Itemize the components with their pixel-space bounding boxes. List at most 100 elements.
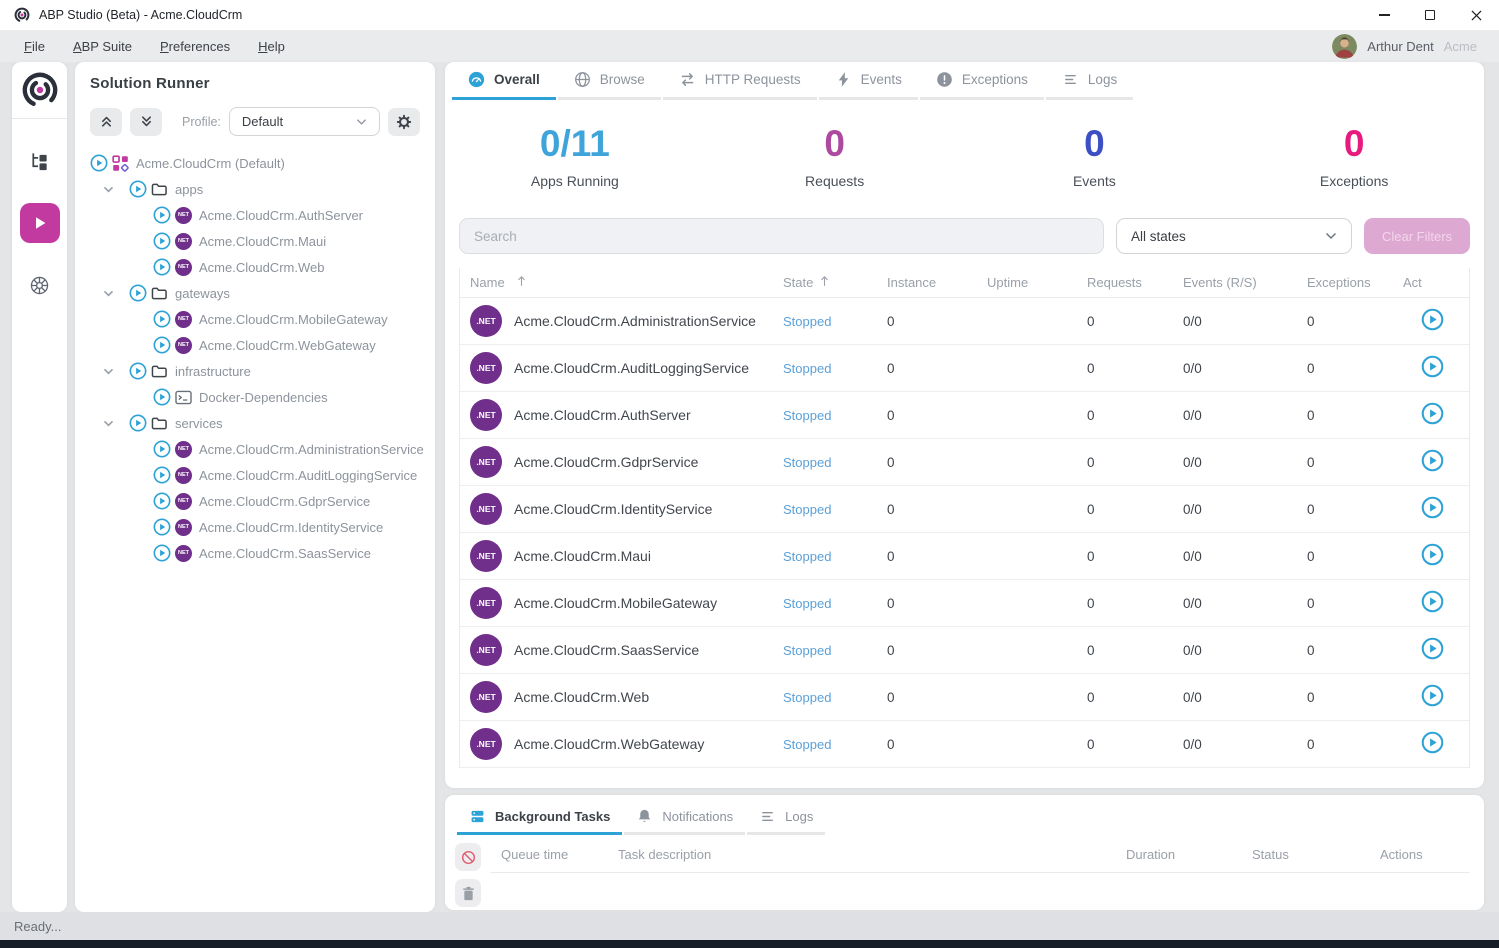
table-row[interactable]: .NET Acme.CloudCrm.SaasService Stopped 0 0 0/… bbox=[460, 627, 1469, 674]
table-row[interactable]: .NET Acme.CloudCrm.MobileGateway Stopped 0 0… bbox=[460, 580, 1469, 627]
column-header-name[interactable]: Name bbox=[460, 275, 773, 290]
state-link[interactable]: Stopped bbox=[783, 407, 832, 423]
play-circle-icon bbox=[153, 440, 171, 458]
avatar[interactable] bbox=[1332, 33, 1358, 59]
kubernetes-icon bbox=[30, 276, 49, 294]
tree-item-acme-cloudcrm-administrationservice[interactable]: NET Acme.CloudCrm.AdministrationService bbox=[90, 436, 424, 462]
column-header-exceptions[interactable]: Exceptions bbox=[1307, 275, 1371, 290]
start-app-button[interactable] bbox=[1421, 355, 1444, 378]
maximize-button[interactable] bbox=[1407, 0, 1453, 30]
table-row[interactable]: .NET Acme.CloudCrm.IdentityService Stopped… bbox=[460, 486, 1469, 533]
profile-select[interactable]: Default bbox=[228, 107, 380, 136]
start-app-button[interactable] bbox=[1421, 496, 1444, 519]
start-app-button[interactable] bbox=[1421, 449, 1444, 472]
tree-item-acme-cloudcrm-maui[interactable]: NET Acme.CloudCrm.Maui bbox=[90, 228, 420, 254]
table-row[interactable]: .NET Acme.CloudCrm.AdministrationService S… bbox=[460, 298, 1469, 345]
expand-all-button[interactable] bbox=[130, 107, 162, 136]
events-cell: 0/0 bbox=[1183, 736, 1202, 752]
dotnet-badge: .NET bbox=[470, 540, 502, 572]
state-link[interactable]: Stopped bbox=[783, 595, 832, 611]
state-link[interactable]: Stopped bbox=[783, 360, 832, 376]
state-link[interactable]: Stopped bbox=[783, 689, 832, 705]
menu-item-abp-suite[interactable]: ABP Suite bbox=[72, 38, 132, 54]
state-filter-select[interactable]: All states bbox=[1116, 218, 1352, 254]
tree-item-apps[interactable]: apps bbox=[90, 176, 420, 202]
status-text: Ready... bbox=[14, 918, 62, 934]
tree-item-docker-dependencies[interactable]: Docker-Dependencies bbox=[90, 384, 420, 410]
kubernetes-button[interactable] bbox=[20, 265, 60, 305]
state-link[interactable]: Stopped bbox=[783, 736, 832, 752]
tab-browse[interactable]: Browse bbox=[557, 62, 661, 100]
state-link[interactable]: Stopped bbox=[783, 313, 832, 329]
table-row[interactable]: .NET Acme.CloudCrm.AuditLoggingService Sto… bbox=[460, 345, 1469, 392]
start-app-button[interactable] bbox=[1421, 637, 1444, 660]
state-link[interactable]: Stopped bbox=[783, 548, 832, 564]
actions-cell bbox=[1393, 684, 1469, 710]
menu-item-help[interactable]: Help bbox=[258, 38, 285, 54]
start-app-button[interactable] bbox=[1421, 731, 1444, 754]
table-row[interactable]: .NET Acme.CloudCrm.GdprService Stopped 0 0 0/… bbox=[460, 439, 1469, 486]
solution-explorer-button[interactable] bbox=[20, 141, 60, 181]
dotnet-badge: NET bbox=[175, 466, 192, 484]
tree-item-services[interactable]: services bbox=[90, 410, 420, 436]
tab-logs[interactable]: Logs bbox=[1045, 62, 1134, 100]
stat-events: 0 Events bbox=[965, 114, 1225, 200]
start-app-button[interactable] bbox=[1421, 308, 1444, 331]
solution-runner-button[interactable] bbox=[19, 203, 60, 243]
search-input[interactable] bbox=[459, 218, 1104, 254]
tree-item-gateways[interactable]: gateways bbox=[90, 280, 420, 306]
menu-item-file[interactable]: File bbox=[24, 38, 45, 54]
tab-logs[interactable]: Logs bbox=[747, 801, 826, 835]
terminal-icon bbox=[171, 390, 192, 405]
cancel-tasks-button[interactable] bbox=[455, 843, 481, 871]
start-app-button[interactable] bbox=[1421, 402, 1444, 425]
close-button[interactable] bbox=[1453, 0, 1499, 30]
tab-exceptions[interactable]: Exceptions bbox=[919, 62, 1044, 100]
tab-events[interactable]: Events bbox=[818, 62, 918, 100]
abp-studio-logo[interactable] bbox=[20, 70, 60, 110]
column-header-uptime[interactable]: Uptime bbox=[987, 275, 1029, 290]
tree-item-acme-cloudcrm-authserver[interactable]: NET Acme.CloudCrm.AuthServer bbox=[90, 202, 420, 228]
service-name: Acme.CloudCrm.WebGateway bbox=[514, 736, 705, 752]
exceptions-cell: 0 bbox=[1307, 689, 1315, 705]
tree-item-acme-cloudcrm-webgateway[interactable]: NET Acme.CloudCrm.WebGateway bbox=[90, 332, 420, 358]
tab-http-requests[interactable]: HTTP Requests bbox=[662, 62, 817, 100]
tree-item-acme-cloudcrm-gdprservice[interactable]: NET Acme.CloudCrm.GdprService bbox=[90, 488, 420, 514]
table-row[interactable]: .NET Acme.CloudCrm.Web Stopped 0 0 0/0 0 bbox=[460, 674, 1469, 721]
start-app-button[interactable] bbox=[1421, 543, 1444, 566]
tree-item-acme-cloudcrm-auditloggingservice[interactable]: NET Acme.CloudCrm.AuditLoggingService bbox=[90, 462, 420, 488]
clear-tasks-button[interactable] bbox=[455, 879, 481, 907]
column-header-events[interactable]: Events (R/S) bbox=[1183, 275, 1257, 290]
column-header-instance[interactable]: Instance bbox=[887, 275, 937, 290]
profile-settings-button[interactable] bbox=[388, 107, 420, 136]
state-link[interactable]: Stopped bbox=[783, 501, 832, 517]
tree-item-infrastructure[interactable]: infrastructure bbox=[90, 358, 420, 384]
stat-value: 0 bbox=[824, 123, 845, 164]
requests-cell: 0 bbox=[1087, 501, 1095, 517]
table-row[interactable]: .NET Acme.CloudCrm.AuthServer Stopped 0 0 0/0… bbox=[460, 392, 1469, 439]
clear-filters-button[interactable]: Clear Filters bbox=[1364, 218, 1470, 254]
play-circle-icon bbox=[153, 544, 171, 562]
start-app-button[interactable] bbox=[1421, 684, 1444, 707]
column-header-actions[interactable]: Act bbox=[1403, 275, 1422, 290]
minimize-button[interactable] bbox=[1361, 0, 1407, 30]
tree-item-acme-cloudcrm-saasservice[interactable]: NET Acme.CloudCrm.SaasService bbox=[90, 540, 420, 566]
state-link[interactable]: Stopped bbox=[783, 642, 832, 658]
state-link[interactable]: Stopped bbox=[783, 454, 832, 470]
tab-label: Events bbox=[860, 72, 902, 87]
tab-background-tasks[interactable]: Background Tasks bbox=[457, 801, 623, 835]
tree-item-acme-cloudcrm-mobilegateway[interactable]: NET Acme.CloudCrm.MobileGateway bbox=[90, 306, 420, 332]
tree-item-acme-cloudcrm-default[interactable]: Acme.CloudCrm (Default) bbox=[90, 150, 420, 176]
tree-item-acme-cloudcrm-web[interactable]: NET Acme.CloudCrm.Web bbox=[90, 254, 420, 280]
table-row[interactable]: .NET Acme.CloudCrm.Maui Stopped 0 0 0/0 0 bbox=[460, 533, 1469, 580]
table-row[interactable]: .NET Acme.CloudCrm.WebGateway Stopped 0 0 0/0… bbox=[460, 721, 1469, 768]
menu-item-preferences[interactable]: Preferences bbox=[160, 38, 231, 54]
tab-notifications[interactable]: Notifications bbox=[624, 801, 746, 835]
user-name[interactable]: Arthur Dent bbox=[1367, 38, 1434, 54]
tree-item-acme-cloudcrm-identityservice[interactable]: NET Acme.CloudCrm.IdentityService bbox=[90, 514, 420, 540]
start-app-button[interactable] bbox=[1421, 590, 1444, 613]
tab-overall[interactable]: Overall bbox=[452, 62, 556, 100]
column-header-state[interactable]: State bbox=[773, 275, 877, 290]
column-header-requests[interactable]: Requests bbox=[1087, 275, 1142, 290]
collapse-all-button[interactable] bbox=[90, 107, 122, 136]
